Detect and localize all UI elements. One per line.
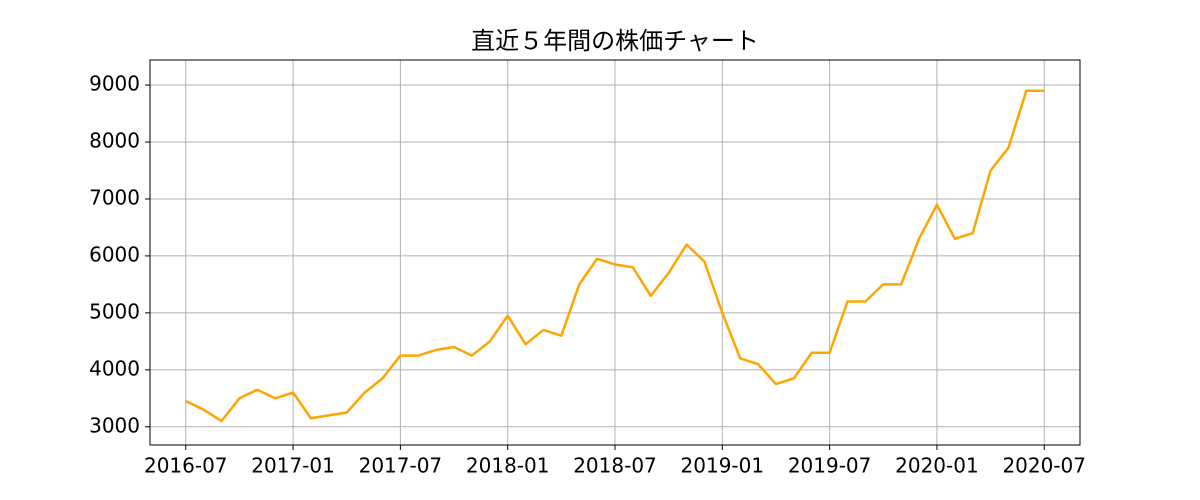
plot-frame — [149, 59, 1081, 446]
y-tick-label: 5000 — [89, 299, 140, 323]
y-tick-label: 4000 — [89, 356, 140, 380]
y-tick-label: 8000 — [89, 129, 140, 153]
chart-title: 直近５年間の株価チャート — [471, 27, 759, 55]
x-tick-label: 2020-07 — [1002, 454, 1086, 478]
x-tick-label: 2017-01 — [251, 454, 335, 478]
x-tick-label: 2016-07 — [144, 454, 228, 478]
y-tick-label: 9000 — [89, 72, 140, 96]
x-tick-label: 2017-07 — [359, 454, 443, 478]
x-tick-label: 2018-01 — [466, 454, 550, 478]
price-line — [185, 89, 1045, 423]
x-tick-label: 2019-07 — [788, 454, 872, 478]
y-tick-label: 3000 — [89, 413, 140, 437]
x-tick-label: 2020-01 — [895, 454, 979, 478]
x-tick-label: 2019-01 — [681, 454, 765, 478]
y-tick-label: 7000 — [89, 185, 140, 209]
y-tick-label: 6000 — [89, 242, 140, 266]
x-tick-label: 2018-07 — [573, 454, 657, 478]
